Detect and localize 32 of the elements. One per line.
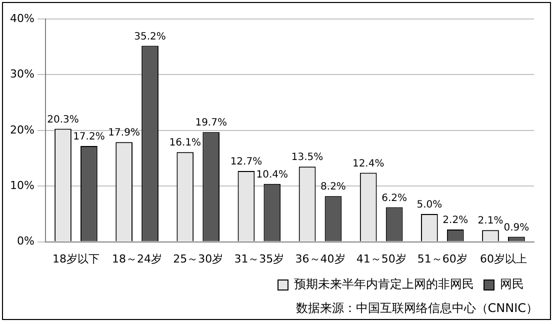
- data-label: 17.9%: [108, 128, 140, 139]
- data-label: 16.1%: [169, 138, 202, 149]
- data-label: 2.1%: [478, 216, 504, 227]
- legend-label: 预期未来半年内肯定上网的非网民: [294, 277, 474, 292]
- data-label: 5.0%: [416, 200, 442, 211]
- data-label: 35.2%: [134, 31, 166, 42]
- x-tick-label: 18岁以下: [52, 252, 100, 266]
- x-tick-label: 18～24岁: [112, 252, 162, 266]
- data-label: 13.5%: [291, 152, 324, 164]
- legend-label: 网民: [500, 277, 524, 292]
- data-label: 10.4%: [256, 169, 288, 180]
- y-tick-label: 40%: [10, 12, 34, 25]
- x-tick-label: 51～60岁: [417, 252, 468, 266]
- x-tick-label: 41～50岁: [356, 252, 406, 266]
- y-tick-label: 10%: [10, 178, 34, 192]
- data-label: 2.2%: [442, 215, 468, 226]
- data-label: 6.2%: [382, 192, 408, 204]
- y-tick-label: 0%: [16, 234, 34, 248]
- data-label: 19.7%: [195, 118, 227, 129]
- data-label: 17.2%: [73, 132, 105, 143]
- x-tick-label: 31～35岁: [234, 252, 284, 266]
- x-tick-label: 25～30岁: [173, 252, 224, 266]
- data-label: 12.7%: [230, 156, 262, 168]
- source-note: 数据来源：中国互联网络信息中心（CNNIC）: [296, 301, 538, 316]
- y-tick-label: 20%: [10, 123, 34, 136]
- data-label: 12.4%: [352, 158, 384, 170]
- x-tick-label: 60岁以上: [480, 252, 527, 266]
- x-tick-label: 36～40岁: [295, 252, 346, 266]
- data-label: 20.3%: [47, 114, 79, 126]
- data-label: 8.2%: [320, 182, 346, 193]
- data-label: 0.9%: [504, 222, 530, 234]
- y-tick-label: 30%: [10, 68, 34, 81]
